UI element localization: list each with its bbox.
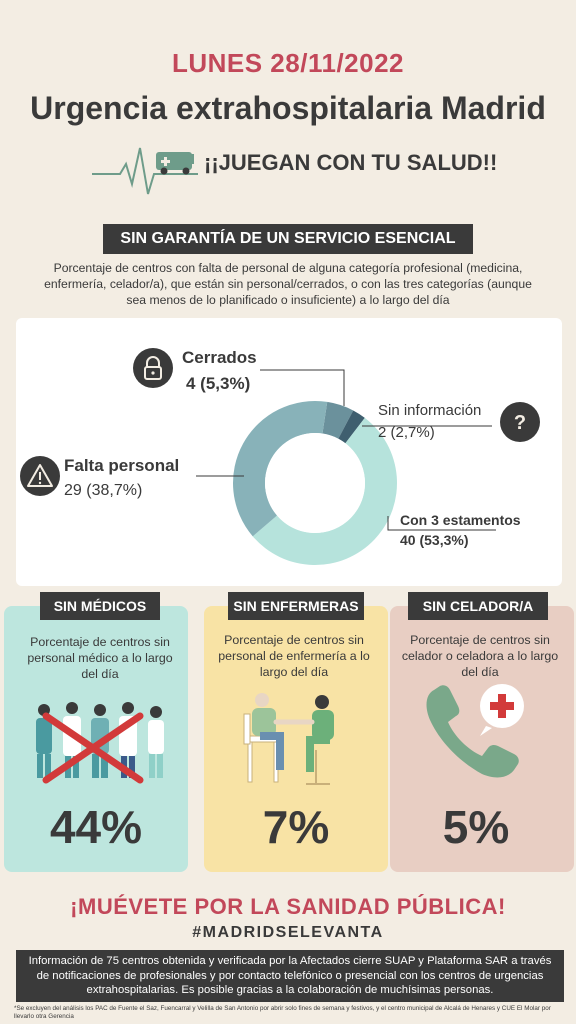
card-pct-medicos: 44% bbox=[49, 801, 143, 853]
lock-icon bbox=[133, 348, 173, 388]
info-box: Información de 75 centros obtenida y ver… bbox=[16, 950, 564, 1002]
donut-slice-falta-personal bbox=[233, 401, 328, 537]
label-3-estamentos: Con 3 estamentos bbox=[400, 512, 521, 528]
donut-slice-cerrados bbox=[322, 401, 354, 439]
value-falta-personal: 29 (38,7%) bbox=[64, 482, 143, 499]
hashtag: #MADRIDSELEVANTA bbox=[192, 924, 384, 941]
card-desc-celador: Porcentaje de centros sin celador o cela… bbox=[401, 633, 559, 679]
value-sin-info: 2 (2,7%) bbox=[378, 424, 435, 441]
section-tag: SIN GARANTÍA DE UN SERVICIO ESENCIAL bbox=[103, 224, 473, 254]
svg-text:?: ? bbox=[514, 412, 526, 434]
card-enfermeras bbox=[204, 606, 388, 872]
card-pct-enfermeras: 7% bbox=[262, 801, 330, 853]
footnote: *Se excluyen del análisis los PAC de Fue… bbox=[14, 1005, 551, 1020]
value-cerrados: 4 (5,3%) bbox=[186, 374, 251, 393]
card-pct-celador: 5% bbox=[442, 801, 510, 853]
donut-hole bbox=[265, 433, 365, 533]
warning-icon bbox=[20, 456, 60, 496]
slogan: ¡¡JUEGAN CON TU SALUD!! bbox=[204, 150, 498, 175]
section-description: Porcentaje de centros con falta de perso… bbox=[44, 261, 532, 307]
cta-heading: ¡MUÉVETE POR LA SANIDAD PÚBLICA! bbox=[70, 894, 506, 919]
donut-chart bbox=[196, 369, 496, 566]
question-icon: ? bbox=[500, 402, 540, 442]
label-falta-personal: Falta personal bbox=[64, 456, 180, 475]
card-desc-medicos: Porcentaje de centros sin personal médic… bbox=[27, 635, 173, 681]
value-3-estamentos: 40 (53,3%) bbox=[400, 532, 469, 548]
card-tag-celador: SIN CELADOR/A bbox=[408, 592, 548, 620]
donut-slices bbox=[233, 401, 398, 566]
medical-staff-crossed-icon bbox=[36, 702, 164, 784]
label-cerrados: Cerrados bbox=[182, 348, 257, 367]
card-desc-enfermeras: Porcentaje de centros sin personal de en… bbox=[218, 633, 370, 679]
nurse-patient-icon bbox=[243, 693, 334, 785]
donut-slice-sin-informaci-n bbox=[338, 410, 365, 444]
donut-slice-con-3-estamentos bbox=[252, 417, 398, 566]
card-tag-enfermeras: SIN ENFERMERAS bbox=[228, 592, 364, 620]
leader-line-cerrados bbox=[260, 369, 345, 406]
page-title: Urgencia extrahospitalaria Madrid bbox=[30, 90, 546, 126]
leader-line-3-estamentos bbox=[387, 516, 496, 531]
card-tag-medicos: SIN MÉDICOS bbox=[40, 592, 160, 620]
label-sin-info: Sin información bbox=[378, 402, 482, 419]
card-celador bbox=[390, 606, 574, 872]
heartbeat-ambulance-icon bbox=[92, 147, 198, 195]
date-heading: LUNES 28/11/2022 bbox=[171, 48, 405, 78]
phone-medical-cross-icon bbox=[426, 684, 524, 778]
